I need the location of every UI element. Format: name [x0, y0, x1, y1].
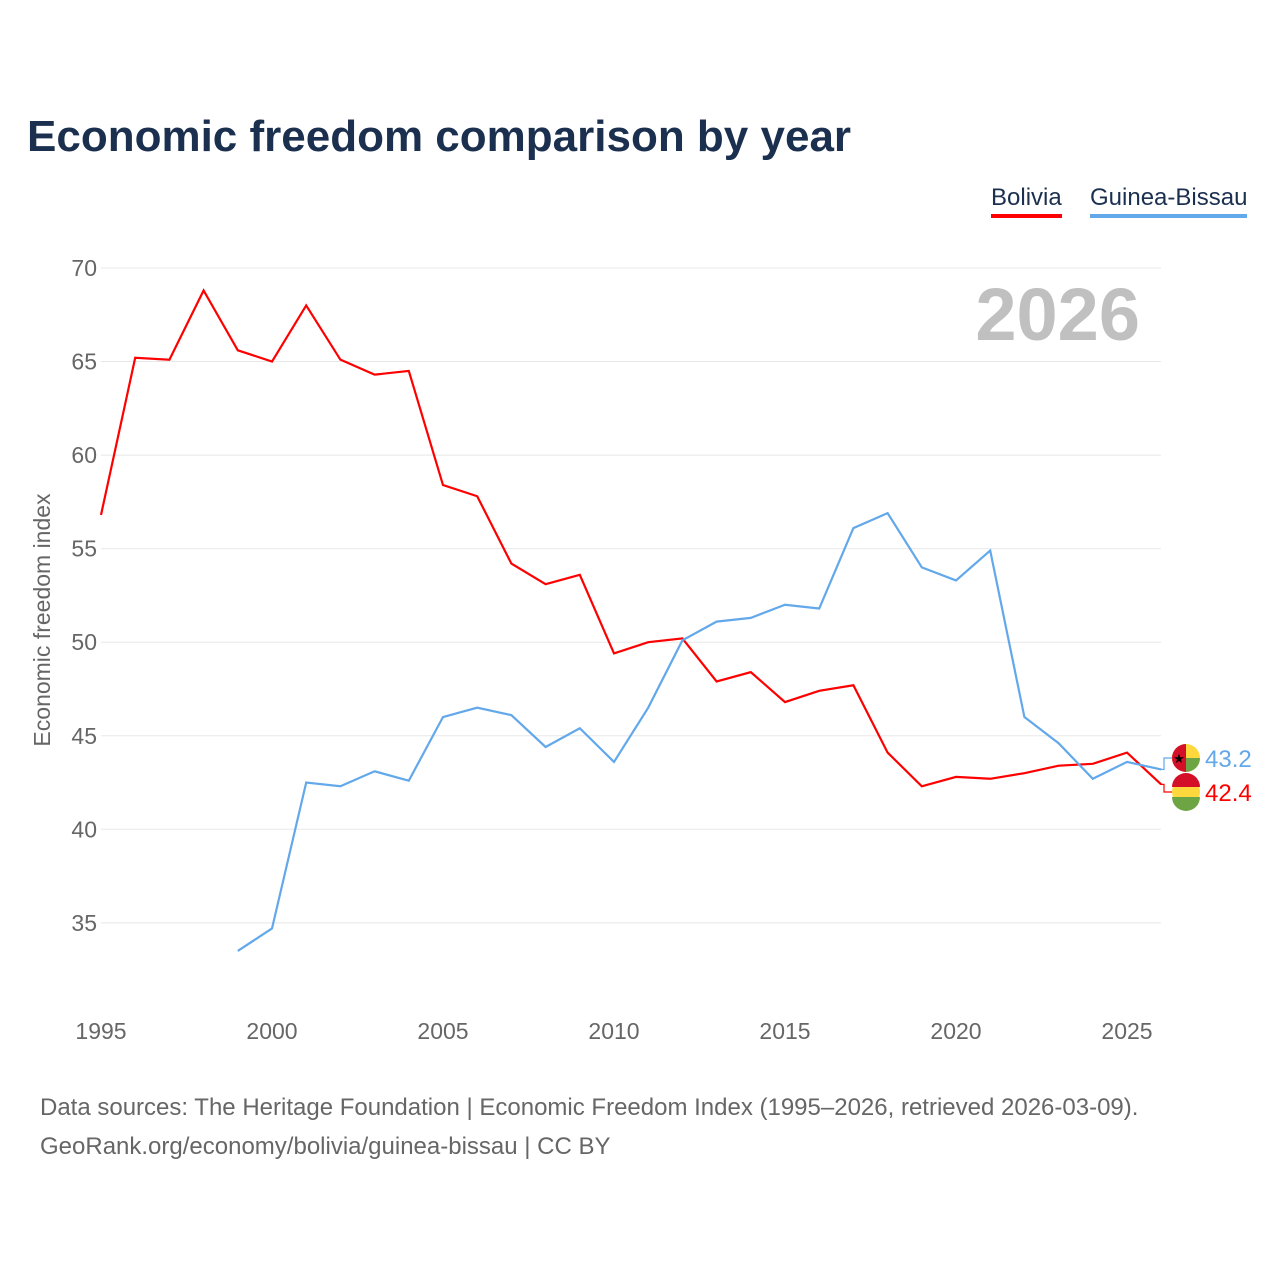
- flag-stripe: [1172, 797, 1200, 811]
- x-tick-label: 2020: [930, 1018, 981, 1044]
- year-watermark: 2026: [975, 273, 1140, 356]
- source-line-2: GeoRank.org/economy/bolivia/guinea-bissa…: [40, 1133, 611, 1160]
- x-tick-label: 2000: [246, 1018, 297, 1044]
- legend-bolivia[interactable]: Bolivia: [991, 184, 1062, 218]
- flag-stripe: [1186, 758, 1200, 772]
- y-tick-label: 50: [71, 629, 97, 655]
- legend-guinea-bissau[interactable]: Guinea-Bissau: [1090, 184, 1248, 218]
- end-value-label: 43.2: [1205, 746, 1252, 773]
- y-tick-label: 35: [71, 910, 97, 936]
- chart-title: Economic freedom comparison by year: [27, 112, 852, 161]
- series-line-bolivia: [99, 288, 1162, 788]
- end-connector: [1161, 757, 1172, 771]
- end-value-label: 42.4: [1205, 780, 1252, 807]
- source-note: Data sources: The Heritage Foundation | …: [40, 1088, 1138, 1166]
- y-tick-label: 65: [71, 349, 97, 375]
- x-tick-label: 1995: [75, 1018, 126, 1044]
- x-tick-label: 2025: [1101, 1018, 1152, 1044]
- y-tick-label: 60: [71, 442, 97, 468]
- y-tick-label: 70: [71, 255, 97, 281]
- x-tick-label: 2010: [588, 1018, 639, 1044]
- y-axis-label: Economic freedom index: [29, 493, 55, 747]
- flag-stripe: [1172, 773, 1200, 787]
- x-tick-label: 2005: [417, 1018, 468, 1044]
- y-tick-label: 55: [71, 536, 97, 562]
- y-tick-label: 45: [71, 723, 97, 749]
- x-tick-label: 2015: [759, 1018, 810, 1044]
- series-line-guinea-bissau: [237, 511, 1162, 952]
- flag-stripe: [1172, 744, 1186, 772]
- end-connector: [1161, 783, 1172, 793]
- star-icon: ★: [1173, 751, 1185, 766]
- source-line-1: Data sources: The Heritage Foundation | …: [40, 1094, 1139, 1121]
- y-tick-label: 40: [71, 816, 97, 842]
